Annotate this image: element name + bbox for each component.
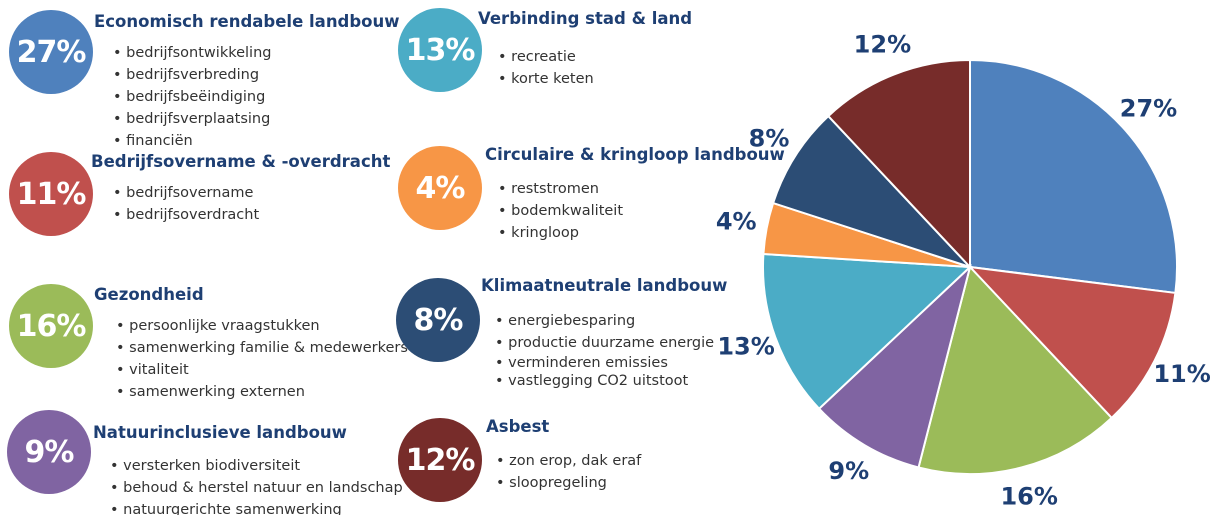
item-list: energiebesparing productie duurzame ener… (495, 310, 714, 390)
list-item: bedrijfsbeëindiging (113, 86, 271, 108)
item-list: recreatie korte keten (498, 46, 594, 90)
pie-slices (763, 60, 1177, 474)
percentage-badge: 16% (9, 284, 93, 368)
list-item: behoud & herstel natuur en landschap (110, 477, 403, 499)
category-title: Natuurinclusieve landbouw (93, 423, 347, 442)
item-list: reststromen bodemkwaliteit kringloop (498, 178, 623, 244)
list-item: natuurgerichte samenwerking (110, 499, 403, 515)
pie-slice-label: 4% (716, 207, 757, 235)
list-item: vitaliteit (116, 359, 408, 381)
list-item: verminderen emissies (495, 354, 714, 372)
percentage-badge: 27% (9, 10, 93, 94)
pie-slice-label: 8% (749, 125, 790, 153)
pie-slice-label: 27% (1120, 95, 1177, 123)
category-title: Economisch rendabele landbouw (94, 12, 400, 31)
list-item: bodemkwaliteit (498, 200, 623, 222)
list-item: kringloop (498, 222, 623, 244)
list-item: bedrijfsovername (113, 182, 259, 204)
category-title: Gezondheid (94, 285, 204, 304)
pie-slice-label: 9% (828, 457, 869, 485)
list-item: samenwerking familie & medewerkers (116, 337, 408, 359)
percentage-badge: 9% (7, 410, 91, 494)
percentage-badge: 12% (398, 418, 482, 502)
list-item: energiebesparing (495, 310, 714, 332)
list-item: vastlegging CO2 uitstoot (495, 372, 714, 390)
list-item: bedrijfsverplaatsing (113, 108, 271, 130)
percentage-badge: 11% (9, 152, 93, 236)
pie-slice-label: 12% (854, 31, 911, 59)
item-list: persoonlijke vraagstukken samenwerking f… (116, 315, 408, 403)
percentage-badge: 4% (398, 146, 482, 230)
category-title: Klimaatneutrale landbouw (481, 276, 727, 295)
list-item: sloopregeling (496, 472, 641, 494)
list-item: bedrijfsverbreding (113, 64, 271, 86)
list-item: versterken biodiversiteit (110, 455, 403, 477)
percentage-badge: 8% (396, 278, 480, 362)
list-item: financiën (113, 130, 271, 152)
item-list: zon erop, dak eraf sloopregeling (496, 450, 641, 494)
list-item: recreatie (498, 46, 594, 68)
pie-slice-label: 13% (717, 333, 774, 361)
list-item: productie duurzame energie (495, 332, 714, 354)
list-item: samenwerking externen (116, 381, 408, 403)
list-item: bedrijfsoverdracht (113, 204, 259, 226)
pie-slice-label: 16% (1000, 483, 1057, 511)
item-list: versterken biodiversiteit behoud & herst… (110, 455, 403, 515)
list-item: bedrijfsontwikkeling (113, 42, 271, 64)
category-title: Asbest (486, 417, 549, 436)
category-title: Verbinding stad & land (478, 9, 692, 28)
item-list: bedrijfsovername bedrijfsoverdracht (113, 182, 259, 226)
list-item: zon erop, dak eraf (496, 450, 641, 472)
list-item: korte keten (498, 68, 594, 90)
category-title: Bedrijfsovername & -overdracht (91, 152, 390, 171)
list-item: persoonlijke vraagstukken (116, 315, 408, 337)
item-list: bedrijfsontwikkeling bedrijfsverbreding … (113, 42, 271, 152)
percentage-badge: 13% (398, 8, 482, 92)
list-item: reststromen (498, 178, 623, 200)
pie-chart: 27% 11% 16% 9% 13% 4% 8% 12% (700, 0, 1216, 515)
pie-slice-label: 11% (1153, 360, 1210, 388)
